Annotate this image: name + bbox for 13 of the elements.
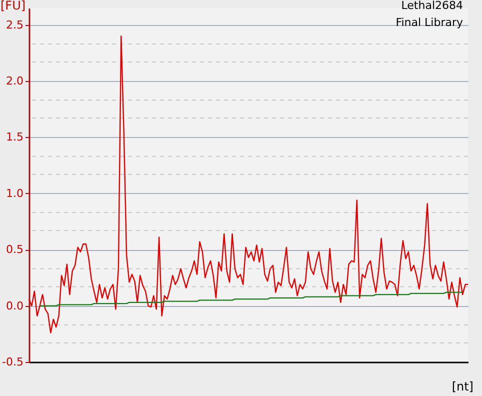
y-axis-title: [FU] (0, 0, 26, 12)
y-tick-label: 2.0 (6, 74, 24, 88)
y-tick-label: -0.5 (2, 356, 24, 368)
y-tick-label: 2.5 (6, 18, 24, 32)
y-tick-label: 0.5 (6, 243, 24, 256)
y-tick-label: 1.5 (6, 130, 24, 144)
y-tick-label: 1.0 (6, 186, 24, 200)
text: Final Library (396, 16, 464, 29)
chart-title: Lethal2684 (401, 0, 463, 12)
x-axis-title: [nt] (452, 380, 474, 394)
y-tick-label: 0.0 (6, 299, 24, 312)
line-series (39, 292, 464, 306)
line-series (28, 35, 469, 334)
